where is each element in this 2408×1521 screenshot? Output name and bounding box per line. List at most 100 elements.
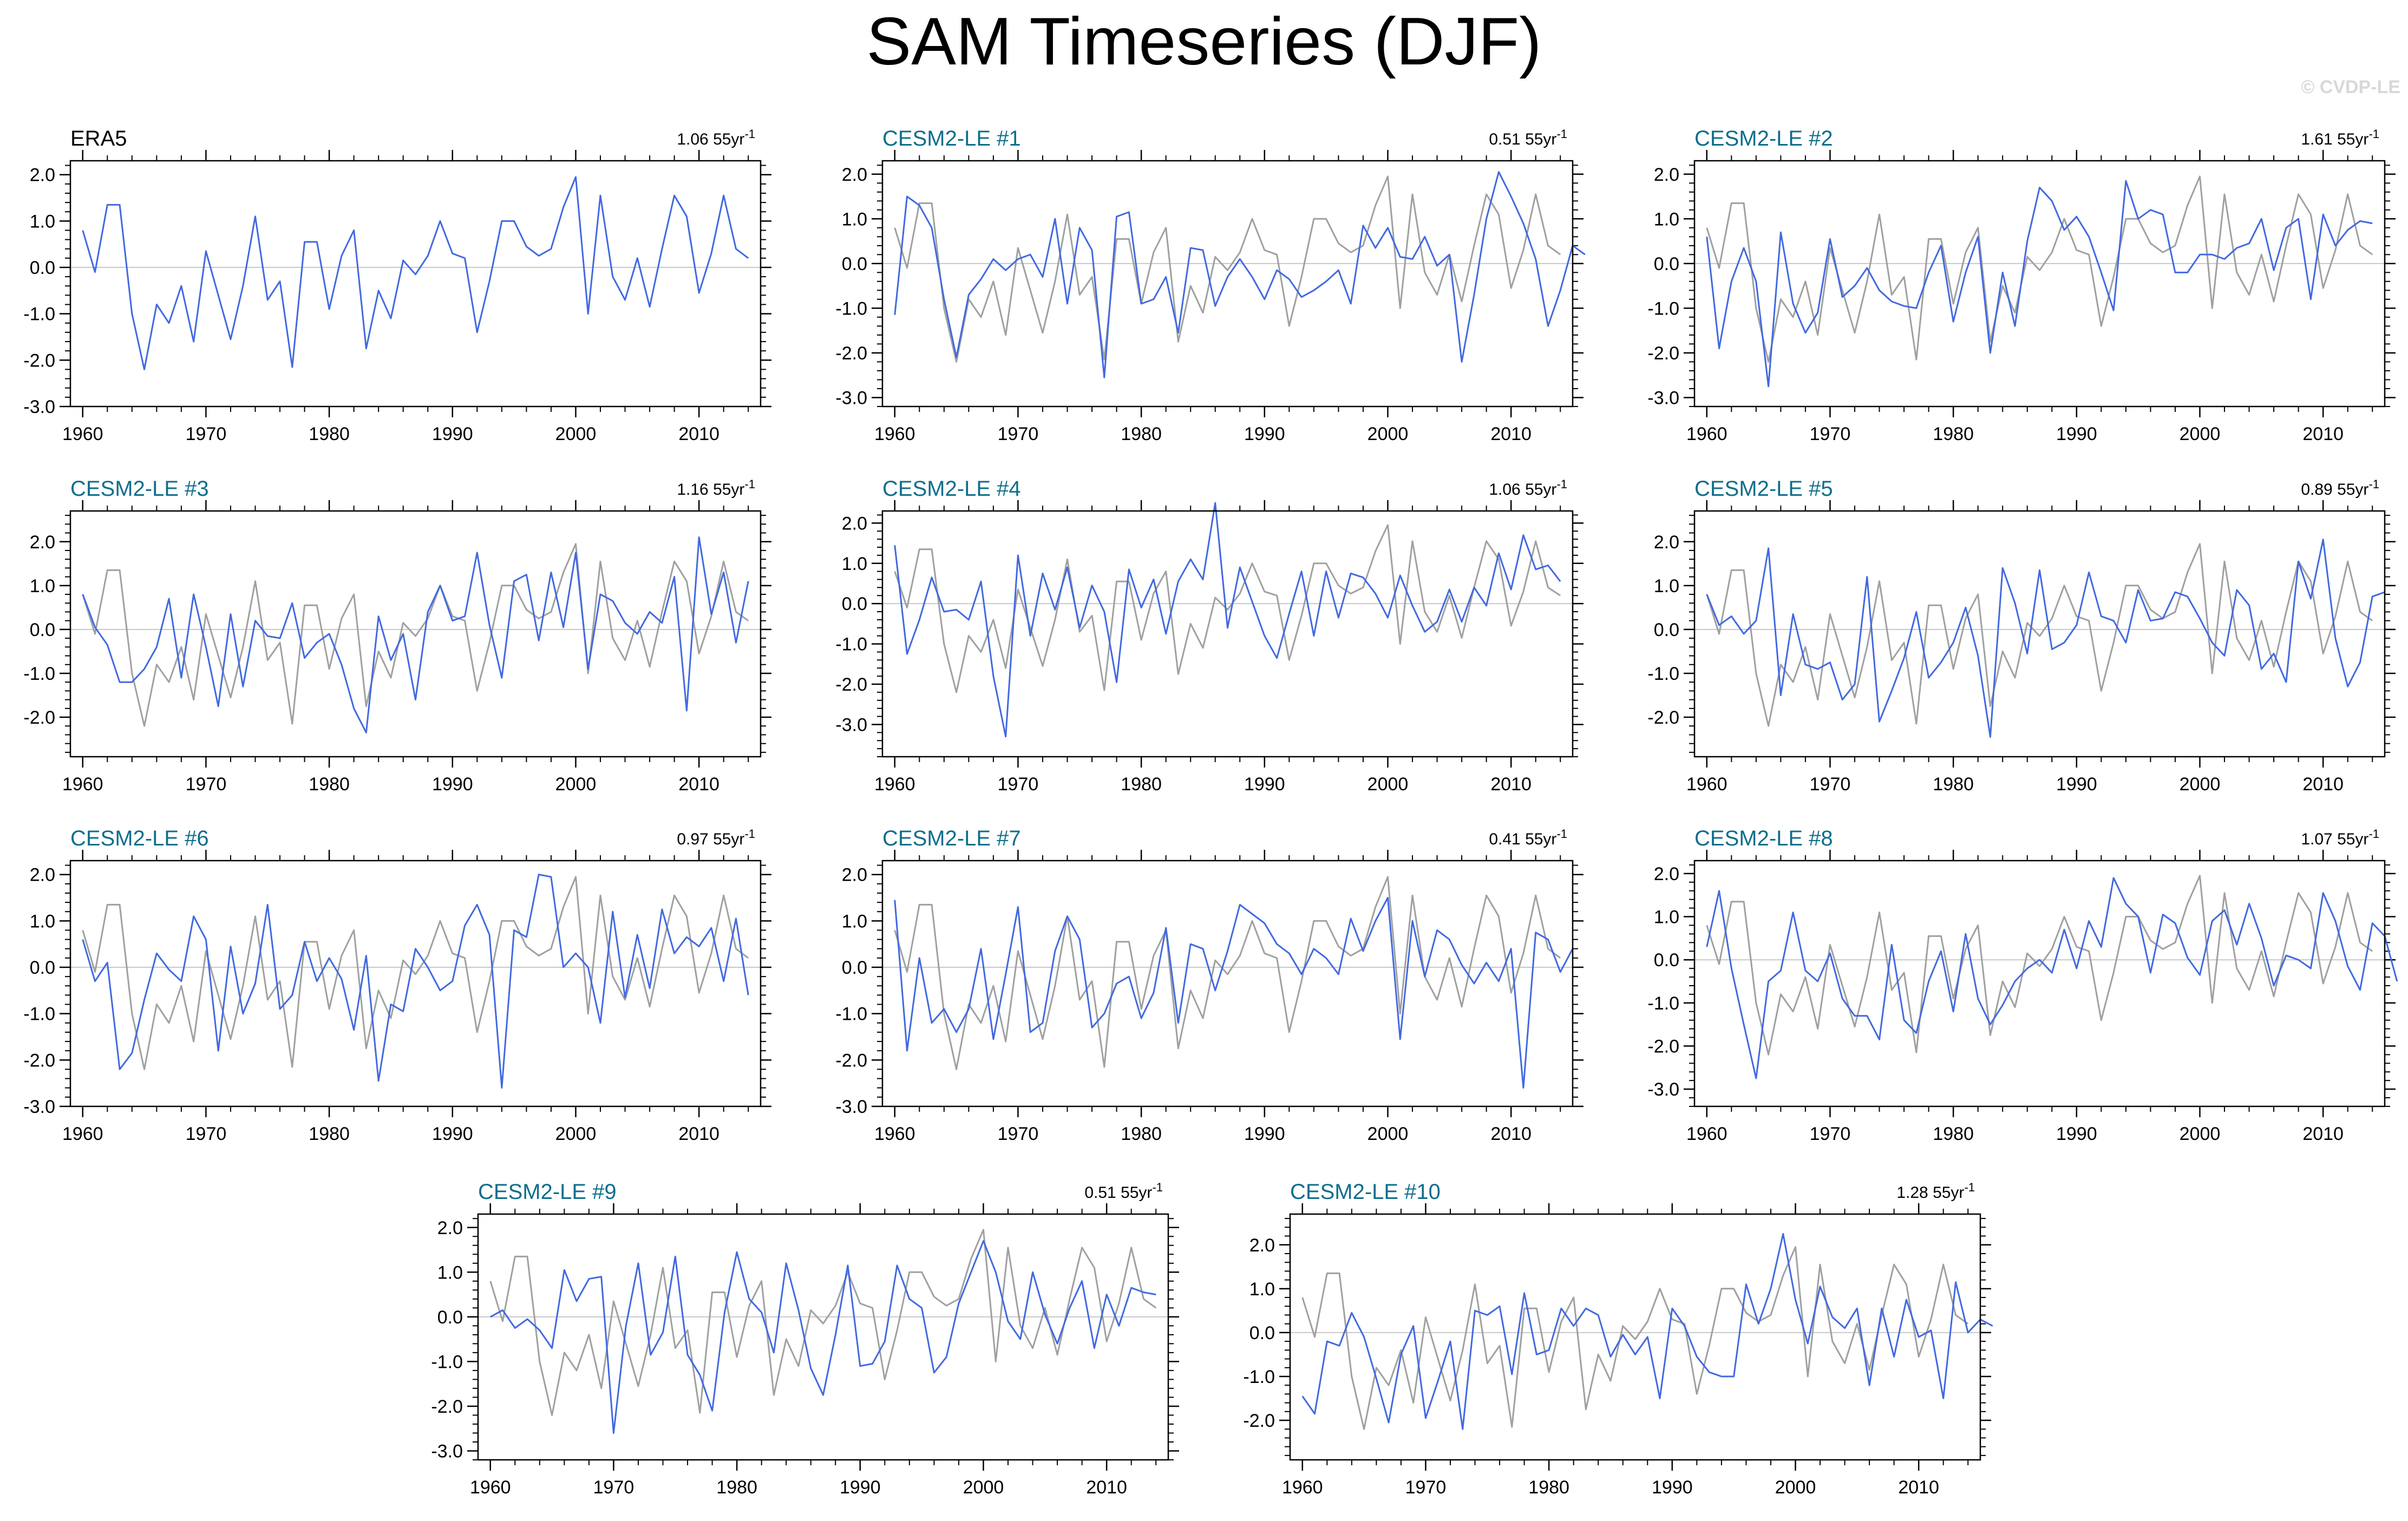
x-tick-label: 1970: [998, 424, 1039, 444]
y-tick-label: -2.0: [1647, 343, 1679, 364]
x-tick-label: 2010: [1490, 1124, 1532, 1144]
x-tick-label: 2000: [2180, 774, 2221, 795]
trend-label: 1.28 55yr-1: [1896, 1181, 1975, 1202]
y-tick-label: 0.0: [30, 620, 55, 640]
x-tick-label: 2000: [555, 424, 597, 444]
trend-value: 1.06 55yr: [1489, 481, 1556, 499]
x-tick-label: 1990: [1244, 1124, 1285, 1144]
y-tick-label: 2.0: [1249, 1235, 1275, 1256]
x-tick-label: 2010: [1898, 1477, 1939, 1498]
x-tick-label: 2000: [555, 774, 597, 795]
model-series-line: [1706, 180, 2373, 388]
y-tick-label: 1.0: [437, 1262, 463, 1283]
x-tick-label: 1960: [874, 774, 915, 795]
x-tick-label: 2010: [2302, 424, 2344, 444]
y-tick-label: -3.0: [23, 1097, 55, 1117]
y-tick-label: 0.0: [1249, 1323, 1275, 1343]
chart-panel-7: CESM2-LE #6 0.97 55yr-1 1960 1970 1980 1990 20…: [23, 827, 771, 1144]
x-tick-label: 1970: [1810, 1124, 1851, 1144]
y-tick-label: 1.0: [842, 554, 867, 574]
y-tick-label: 0.0: [30, 958, 55, 978]
chart-panel-4: CESM2-LE #3 1.16 55yr-1 1960 1970 1980 1990 20…: [23, 477, 771, 795]
x-tick-label: 1960: [62, 774, 103, 795]
x-tick-label: 1960: [1282, 1477, 1323, 1498]
trend-value: 1.28 55yr: [1896, 1184, 1964, 1202]
chart-panel-2: CESM2-LE #1 0.51 55yr-1 1960 1970 1980 1990 20…: [835, 127, 1586, 444]
trend-value: 0.41 55yr: [1489, 830, 1556, 848]
trend-value: 1.07 55yr: [2301, 830, 2368, 848]
x-tick-label: 2000: [1367, 1124, 1409, 1144]
y-tick-label: -2.0: [23, 350, 55, 371]
plot-frame: [1289, 1213, 1981, 1461]
y-tick-label: -1.0: [23, 1004, 55, 1025]
x-tick-label: 1960: [62, 424, 103, 444]
x-tick-label: 1980: [1528, 1477, 1569, 1498]
y-tick-label: -2.0: [23, 1050, 55, 1071]
trend-label: 1.06 55yr-1: [1489, 477, 1567, 499]
x-tick-label: 1970: [1405, 1477, 1447, 1498]
y-tick-label: -2.0: [835, 343, 867, 364]
y-tick-label: -3.0: [1647, 1079, 1679, 1100]
trend-label: 0.51 55yr-1: [1489, 127, 1567, 148]
x-tick-label: 1960: [1686, 424, 1728, 444]
observed-series-line: [894, 876, 1561, 1070]
trend-unit-exponent: -1: [744, 127, 755, 141]
trend-value: 1.16 55yr: [677, 481, 744, 499]
x-tick-label: 1980: [309, 774, 350, 795]
y-tick-label: -1.0: [835, 1004, 867, 1025]
y-tick-label: -2.0: [1647, 1036, 1679, 1057]
x-tick-label: 1960: [62, 1124, 103, 1144]
x-tick-label: 1990: [1244, 774, 1285, 795]
model-series-line: [1301, 1233, 1993, 1430]
trend-value: 1.61 55yr: [2301, 130, 2368, 148]
observed-series-line: [1706, 175, 2373, 363]
y-tick-label: 1.0: [1654, 576, 1679, 596]
x-tick-label: 1960: [874, 424, 915, 444]
plot-frame: [881, 160, 1574, 408]
panel-title: CESM2-LE #4: [882, 477, 1021, 501]
y-tick-label: -1.0: [1647, 993, 1679, 1014]
panel-title: CESM2-LE #9: [478, 1180, 617, 1204]
y-tick-label: 0.0: [842, 254, 867, 274]
plot-frame: [1693, 510, 2386, 758]
y-tick-label: 0.0: [1654, 620, 1679, 640]
trend-unit-exponent: -1: [2368, 827, 2379, 841]
y-tick-label: -2.0: [23, 707, 55, 728]
x-tick-label: 1980: [1933, 424, 1974, 444]
x-tick-label: 1980: [1121, 774, 1162, 795]
y-tick-label: -2.0: [1647, 707, 1679, 728]
y-tick-label: 0.0: [437, 1307, 463, 1328]
observed-series-line: [82, 876, 749, 1070]
y-tick-label: -2.0: [431, 1397, 463, 1417]
y-tick-label: 1.0: [842, 911, 867, 932]
y-tick-label: 0.0: [1654, 254, 1679, 274]
x-tick-label: 1990: [432, 424, 473, 444]
observed-series-line: [894, 524, 1561, 693]
trend-value: 1.06 55yr: [677, 130, 744, 148]
chart-panel-3: CESM2-LE #2 1.61 55yr-1 1960 1970 1980 1990 20…: [1647, 127, 2396, 444]
x-tick-label: 2010: [678, 1124, 719, 1144]
y-tick-label: -3.0: [835, 714, 867, 735]
x-tick-label: 2010: [678, 424, 719, 444]
x-tick-label: 1970: [186, 424, 227, 444]
observed-series-line: [894, 175, 1561, 363]
trend-label: 0.89 55yr-1: [2301, 477, 2379, 499]
x-tick-label: 2010: [2302, 774, 2344, 795]
x-tick-label: 1980: [309, 1124, 350, 1144]
x-tick-label: 1980: [716, 1477, 757, 1498]
model-series-line: [82, 536, 749, 733]
model-series-line: [1706, 877, 2398, 1079]
y-tick-label: 2.0: [30, 532, 55, 553]
y-tick-label: -1.0: [835, 634, 867, 655]
y-tick-label: -3.0: [431, 1441, 463, 1461]
panel-title: CESM2-LE #2: [1694, 127, 1833, 150]
x-tick-label: 2000: [1775, 1477, 1816, 1498]
x-tick-label: 2000: [963, 1477, 1004, 1498]
y-tick-label: -3.0: [23, 397, 55, 417]
x-tick-label: 2010: [1490, 774, 1532, 795]
panel-title: CESM2-LE #5: [1694, 477, 1833, 501]
y-tick-label: -2.0: [1243, 1411, 1275, 1431]
y-tick-label: 1.0: [30, 911, 55, 932]
trend-unit-exponent: -1: [1556, 127, 1567, 141]
x-tick-label: 2010: [678, 774, 719, 795]
